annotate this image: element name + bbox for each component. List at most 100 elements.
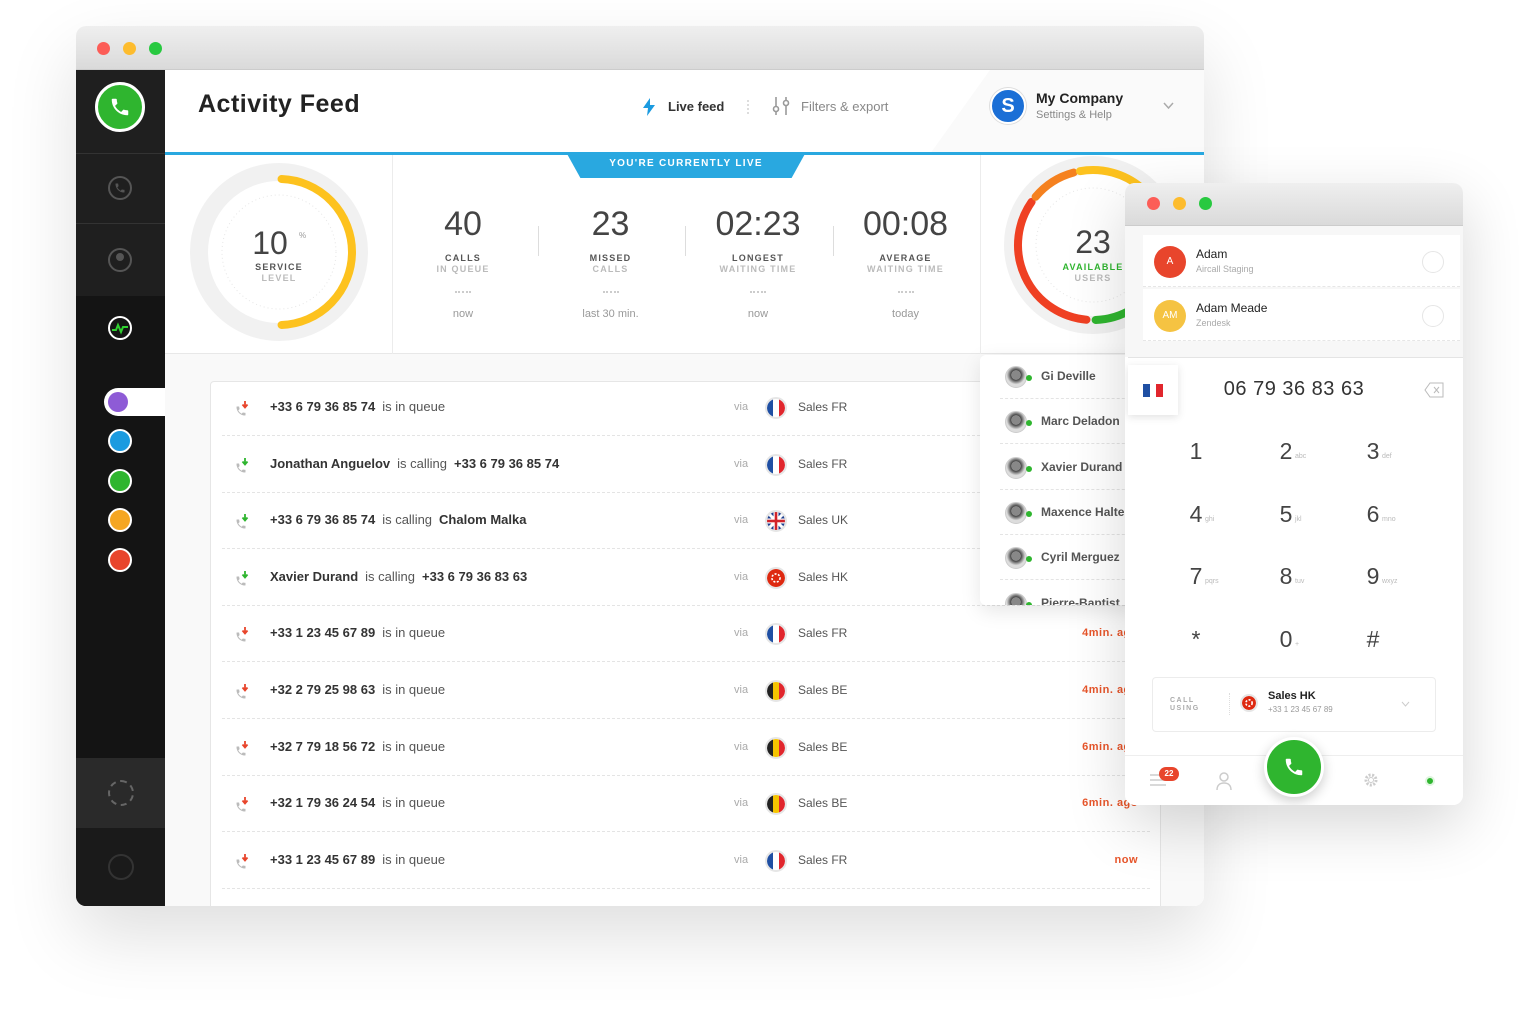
time-ago: now [1114, 853, 1138, 866]
call-direction-icon [236, 401, 249, 416]
feed-text-part: is in queue [382, 682, 446, 697]
flag-part [767, 738, 774, 757]
contacts-icon[interactable] [1216, 772, 1232, 791]
stat-label: WAITING TIME [867, 264, 944, 274]
user-status [1026, 375, 1032, 381]
settings-icon[interactable] [1363, 772, 1379, 788]
key-digit: 0 [1279, 625, 1293, 652]
stat-value: 40 [444, 205, 482, 243]
call-button[interactable] [1264, 737, 1324, 797]
via-label: via [734, 797, 749, 810]
flag-body [767, 851, 785, 870]
live-feed-tab[interactable]: Live feed [668, 99, 725, 114]
nav-status[interactable] [76, 828, 165, 906]
feed-text-part: is in queue [382, 795, 446, 811]
flag-ring [765, 793, 787, 816]
tab-divider [747, 100, 749, 114]
subnav-refresh[interactable] [108, 469, 132, 493]
call-direction-icon [236, 570, 249, 586]
flag-ring [765, 680, 787, 702]
maximize-button[interactable] [149, 42, 162, 55]
stat-label: LONGEST [732, 253, 784, 263]
feed-bold-text: +33 1 23 45 67 89 [270, 625, 376, 641]
close-button[interactable] [97, 42, 110, 55]
call-direction-icon [236, 514, 249, 529]
title-bar [76, 26, 1204, 70]
clear-button[interactable] [1424, 382, 1444, 398]
stat-period: now [452, 308, 474, 320]
stat-divider [537, 226, 539, 256]
service-level-label: SERVICE [255, 262, 303, 272]
chevron[interactable] [1401, 701, 1410, 707]
chevron[interactable] [1163, 102, 1174, 110]
flag [765, 680, 787, 702]
user-avatar [1005, 456, 1027, 479]
stat-value: 23 [591, 205, 630, 243]
company-name: My Company [1036, 90, 1124, 106]
line-name: Sales BE [798, 796, 848, 811]
subnav-active[interactable] [104, 388, 165, 416]
call-direction-icon [236, 797, 249, 812]
subnav-analytics[interactable] [108, 429, 132, 453]
stat-label: CALLS [592, 264, 629, 274]
gauge-arc [277, 175, 357, 329]
row-divider [222, 435, 1150, 436]
feed-bold-text: Xavier Durand [270, 568, 359, 584]
call-using-box[interactable] [1152, 677, 1436, 732]
user-name: Cyril Merguez [1041, 550, 1120, 565]
flag-part [779, 625, 785, 644]
flag-ring [765, 397, 787, 419]
country-selector[interactable] [1128, 365, 1178, 415]
flag-part [779, 455, 785, 474]
page-title: Activity Feed [198, 90, 361, 118]
contact-avatar: A [1154, 246, 1186, 278]
row-divider [222, 491, 1150, 493]
stat-period: today [892, 308, 919, 320]
maximize-button[interactable] [1199, 197, 1212, 210]
flag-part [767, 851, 774, 870]
filters-tab[interactable]: Filters & export [801, 99, 889, 114]
close-button[interactable] [1147, 197, 1160, 210]
nav-team[interactable] [76, 758, 165, 828]
time-ago: 6min. ago [1082, 740, 1138, 753]
subnav-settings[interactable] [108, 548, 132, 572]
line-name: Sales FR [798, 626, 848, 641]
contact-call[interactable] [1422, 251, 1444, 273]
feed-bold-text: Chalom Malka [439, 512, 527, 528]
call-direction-icon [236, 740, 249, 756]
feed-text: Xavier Durand is calling +33 6 79 36 83 63 [270, 569, 527, 584]
flag-part [779, 851, 785, 870]
flag-part [773, 399, 780, 417]
user-name: Marc Deladon [1041, 414, 1120, 429]
app-logo[interactable] [95, 82, 145, 132]
feed-text-part: is calling [382, 512, 433, 528]
minimize-button[interactable] [1173, 197, 1186, 210]
flag-part [767, 795, 774, 814]
contact-call[interactable] [1422, 304, 1444, 327]
feed-text-part: is calling [397, 455, 447, 471]
badge: 22 [1159, 767, 1179, 781]
subnav-stats[interactable] [108, 508, 132, 532]
contact-company: Zendesk [1196, 317, 1231, 328]
live-banner: YOU'RE CURRENTLY LIVE [566, 152, 806, 178]
via-label: via [734, 570, 749, 583]
flag [1240, 694, 1258, 712]
arrow [241, 457, 249, 466]
nav-calls[interactable] [108, 176, 132, 200]
service-level-value: 10 [252, 225, 288, 261]
status-dot[interactable] [1425, 776, 1435, 786]
minimize-button[interactable] [123, 42, 136, 55]
call-using-line: Sales HK [1268, 690, 1316, 702]
feed-text-part: is in queue [382, 399, 446, 414]
flag-body [767, 512, 785, 531]
feed-text: +33 6 79 36 85 74 is in queue [270, 399, 445, 414]
via-label: via [734, 627, 749, 640]
user-name: Gi Deville [1041, 369, 1096, 383]
dialed-number: 06 79 36 83 63 [1223, 378, 1365, 400]
feed-bold-text: Jonathan Anguelov [270, 455, 391, 471]
nav-contacts[interactable] [108, 248, 132, 272]
gauge-track [190, 163, 368, 341]
key-digit: 4 [1189, 500, 1203, 527]
feed-bold-text: +32 1 79 36 24 54 [270, 795, 376, 811]
